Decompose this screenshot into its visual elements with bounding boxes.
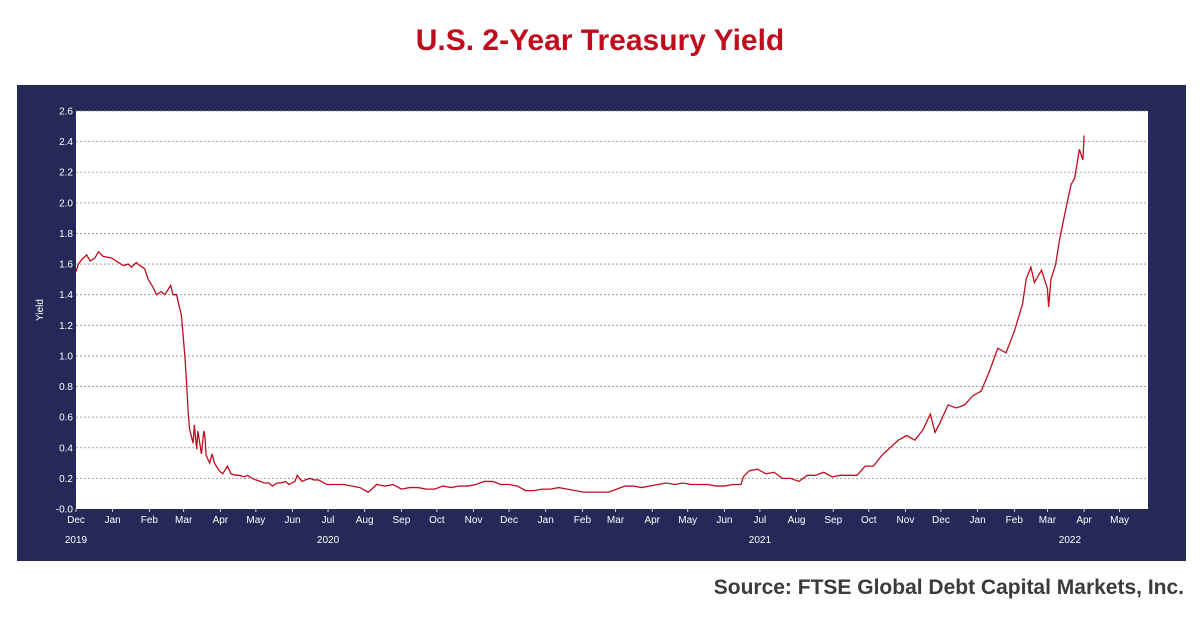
x-tick-label: Dec <box>500 515 518 526</box>
y-tick-label: 0.6 <box>59 413 73 424</box>
year-label: 2019 <box>65 535 88 546</box>
x-tick-label: Sep <box>824 515 842 526</box>
x-tick-label: Dec <box>932 515 950 526</box>
year-label: 2021 <box>749 535 772 546</box>
x-tick-label: Jan <box>538 515 554 526</box>
x-tick-label: Jul <box>322 515 335 526</box>
yield-line <box>75 135 1085 493</box>
x-tick-label: Dec <box>67 515 85 526</box>
x-tick-label: Apr <box>644 515 660 526</box>
y-tick-label: 2.2 <box>59 168 73 179</box>
y-tick-label: 0.2 <box>59 474 73 485</box>
y-tick-label: 1.0 <box>59 351 73 362</box>
x-axis-ticks: Dec Jan Feb Mar Apr May Jun Jul Aug Sep Oct Nov Dec J… <box>67 509 1129 526</box>
y-tick-label: -0.0 <box>56 505 74 516</box>
x-tick-label: May <box>246 515 265 526</box>
x-tick-label: Jun <box>716 515 732 526</box>
x-tick-label: Feb <box>574 515 592 526</box>
y-tick-label: 2.0 <box>59 198 73 209</box>
x-tick-label: Mar <box>607 515 625 526</box>
x-tick-label: May <box>678 515 697 526</box>
x-tick-label: Aug <box>788 515 806 526</box>
x-tick-label: Mar <box>175 515 193 526</box>
year-labels: 2019 2020 2021 2022 <box>65 535 1082 546</box>
x-tick-label: Nov <box>465 515 483 526</box>
y-tick-label: 0.4 <box>59 443 73 454</box>
y-axis-label: Yield <box>35 299 46 321</box>
chart-frame: -0.0 0.2 0.4 0.6 0.8 1.0 1.2 1.4 1.6 1.8 2.0 2.2 2.4… <box>17 85 1186 561</box>
y-tick-label: 1.6 <box>59 260 73 271</box>
chart-svg: -0.0 0.2 0.4 0.6 0.8 1.0 1.2 1.4 1.6 1.8 2.0 2.2 2.4… <box>35 107 1148 546</box>
x-tick-label: Jan <box>105 515 121 526</box>
x-tick-label: Jun <box>284 515 300 526</box>
y-tick-label: 1.8 <box>59 229 73 240</box>
y-tick-label: 2.4 <box>59 137 73 148</box>
year-label: 2022 <box>1059 535 1082 546</box>
x-tick-label: Oct <box>861 515 877 526</box>
x-tick-label: Feb <box>1006 515 1024 526</box>
y-tick-label: 0.8 <box>59 382 73 393</box>
grid-lines <box>76 110 1148 479</box>
plot-area <box>76 111 1148 509</box>
source-note: Source: FTSE Global Debt Capital Markets… <box>713 576 1184 599</box>
y-tick-label: 2.6 <box>59 107 73 118</box>
x-tick-label: Apr <box>1076 515 1092 526</box>
y-tick-label: 1.2 <box>59 321 73 332</box>
y-tick-label: 1.4 <box>59 290 73 301</box>
x-tick-label: Mar <box>1039 515 1057 526</box>
x-tick-label: Jan <box>970 515 986 526</box>
x-tick-label: Feb <box>141 515 159 526</box>
x-tick-label: Sep <box>392 515 410 526</box>
x-tick-label: Oct <box>429 515 445 526</box>
x-tick-label: May <box>1110 515 1129 526</box>
x-tick-label: Apr <box>213 515 229 526</box>
year-label: 2020 <box>317 535 340 546</box>
x-tick-label: Jul <box>754 515 767 526</box>
x-tick-label: Nov <box>897 515 915 526</box>
chart-title: U.S. 2-Year Treasury Yield <box>415 24 785 57</box>
y-axis-ticks: -0.0 0.2 0.4 0.6 0.8 1.0 1.2 1.4 1.6 1.8 2.0 2.2 2.4… <box>56 107 74 516</box>
x-tick-label: Aug <box>356 515 374 526</box>
